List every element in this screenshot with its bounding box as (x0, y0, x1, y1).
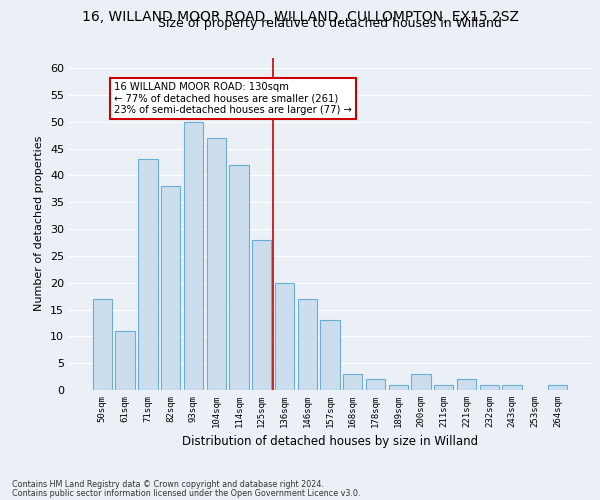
Bar (275, 282, 294, 390)
Bar (479, 384, 499, 390)
Bar (320, 320, 340, 390)
X-axis label: Distribution of detached houses by size in Willand: Distribution of detached houses by size … (182, 436, 478, 448)
Bar (343, 374, 362, 390)
Text: Contains public sector information licensed under the Open Government Licence v3: Contains public sector information licen… (12, 489, 361, 498)
Bar (161, 186, 181, 390)
Bar (184, 122, 203, 390)
Bar (206, 138, 226, 390)
Title: Size of property relative to detached houses in Willand: Size of property relative to detached ho… (158, 17, 502, 30)
Bar (434, 384, 454, 390)
Bar (93, 299, 112, 390)
Bar (457, 380, 476, 390)
Bar (389, 384, 408, 390)
Bar (229, 165, 248, 390)
Y-axis label: Number of detached properties: Number of detached properties (34, 136, 44, 312)
Bar (502, 384, 522, 390)
Bar (298, 299, 317, 390)
Bar (412, 374, 431, 390)
Text: 16, WILLAND MOOR ROAD, WILLAND, CULLOMPTON, EX15 2SZ: 16, WILLAND MOOR ROAD, WILLAND, CULLOMPT… (82, 10, 518, 24)
Bar (366, 380, 385, 390)
Text: Contains HM Land Registry data © Crown copyright and database right 2024.: Contains HM Land Registry data © Crown c… (12, 480, 324, 489)
Bar (252, 240, 271, 390)
Text: 16 WILLAND MOOR ROAD: 130sqm
← 77% of detached houses are smaller (261)
23% of s: 16 WILLAND MOOR ROAD: 130sqm ← 77% of de… (114, 82, 352, 115)
Bar (138, 160, 158, 390)
Bar (115, 331, 135, 390)
Bar (548, 384, 567, 390)
